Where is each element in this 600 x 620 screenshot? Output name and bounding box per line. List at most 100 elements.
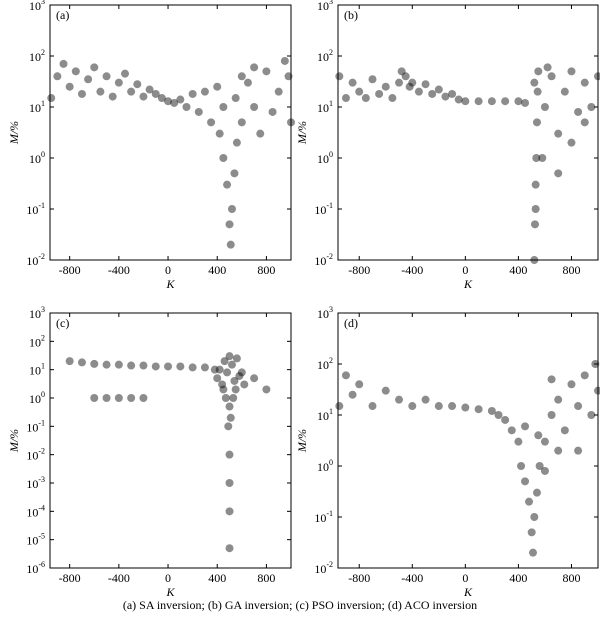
point [225, 450, 234, 459]
y-tick-base: 10 [29, 50, 41, 64]
point [567, 138, 576, 147]
y-tick-base: 10 [29, 0, 41, 13]
point [225, 507, 234, 516]
point [230, 169, 239, 178]
point [225, 544, 234, 553]
point [218, 380, 227, 389]
point [47, 94, 56, 103]
point [368, 402, 377, 411]
y-tick-exponent: 0 [41, 390, 45, 399]
point [219, 154, 228, 162]
point [454, 95, 463, 104]
point [501, 415, 510, 424]
y-tick-label: 102 [29, 48, 45, 64]
point [229, 394, 238, 402]
point [90, 394, 99, 402]
y-tick-exponent: -1 [326, 201, 333, 210]
x-tick-label: 400 [208, 571, 226, 585]
point [127, 361, 136, 370]
point [540, 437, 549, 446]
point [84, 75, 93, 84]
point [77, 358, 86, 367]
x-tick-label: 0 [462, 263, 468, 277]
y-tick-base: 10 [317, 358, 329, 372]
y-tick-base: 10 [314, 562, 326, 576]
point [521, 477, 530, 486]
point [567, 67, 576, 76]
point [102, 394, 111, 402]
y-tick-label: 102 [317, 356, 333, 372]
point [434, 85, 443, 94]
point [554, 395, 563, 404]
point [102, 360, 111, 369]
y-tick-label: 101 [317, 99, 333, 115]
point [587, 103, 596, 111]
y-tick-base: 10 [26, 505, 38, 519]
point [226, 240, 235, 249]
y-tick-label: 101 [317, 407, 333, 423]
y-tick-exponent: -5 [38, 532, 45, 541]
point [225, 402, 234, 411]
x-tick-label: -800 [59, 571, 81, 585]
point [348, 390, 357, 399]
panel-label: (b) [344, 8, 358, 22]
point [164, 362, 173, 371]
point [428, 89, 437, 98]
point [335, 402, 344, 411]
point [580, 118, 589, 127]
point [408, 78, 417, 87]
point [530, 78, 539, 87]
point [182, 103, 191, 111]
y-tick-label: 103 [29, 0, 45, 13]
plot-frame [49, 312, 292, 569]
point [532, 154, 541, 162]
y-tick-label: 100 [29, 150, 45, 166]
point [219, 103, 228, 111]
y-tick-exponent: 3 [329, 305, 333, 314]
point [237, 118, 246, 127]
point [176, 362, 185, 371]
x-tick-label: -400 [108, 571, 130, 585]
y-tick-label: 10-1 [26, 201, 45, 217]
point [388, 94, 397, 103]
y-tick-label: 10-1 [26, 418, 45, 434]
y-tick-base: 10 [317, 460, 329, 474]
point [521, 422, 530, 431]
y-tick-label: 100 [317, 458, 333, 474]
point [215, 129, 224, 138]
point [580, 371, 589, 380]
point [355, 380, 364, 389]
point [207, 118, 216, 127]
point [225, 479, 234, 487]
point [397, 67, 406, 76]
point [534, 431, 543, 440]
point [225, 352, 234, 361]
point [188, 363, 197, 372]
point [540, 466, 549, 475]
point [361, 94, 370, 103]
point [494, 411, 503, 419]
point [53, 72, 62, 81]
point [434, 402, 443, 411]
y-axis-label: M/% [295, 429, 309, 453]
point [194, 107, 203, 116]
y-tick-base: 10 [29, 392, 41, 406]
point [151, 362, 160, 371]
x-axis-label: K [165, 585, 175, 599]
point [139, 361, 148, 370]
y-tick-exponent: -2 [326, 560, 333, 569]
y-axis-label: M/% [7, 121, 21, 145]
point [237, 368, 246, 377]
y-tick-exponent: 0 [41, 150, 45, 159]
x-tick-label: 800 [257, 571, 275, 585]
point [448, 402, 457, 411]
point [507, 426, 516, 435]
point [227, 205, 236, 213]
caption: (a) SA inversion; (b) GA inversion; (c) … [123, 598, 477, 612]
x-tick-label: -800 [59, 263, 81, 277]
point [421, 395, 430, 404]
point [591, 360, 600, 368]
point [521, 98, 530, 107]
point [547, 411, 556, 419]
point [90, 359, 99, 368]
